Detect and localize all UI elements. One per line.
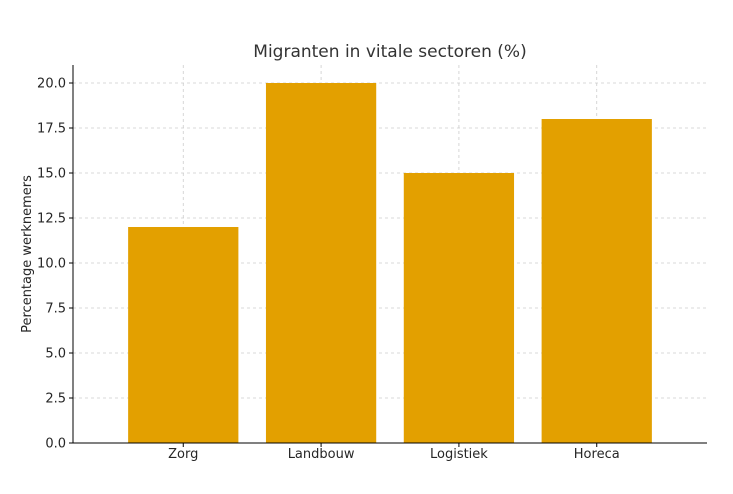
- y-tick-label: 5.0: [45, 347, 66, 362]
- bar-horeca: [541, 119, 652, 443]
- y-tick-label: 0.0: [45, 437, 66, 452]
- chart-title: Migranten in vitale sectoren (%): [253, 42, 526, 62]
- x-tick-label: Landbouw: [288, 447, 355, 462]
- y-ticks: 0.0 2.5 5.0 7.5 10.0 12.5 15.0 17.5 20.0: [37, 77, 73, 452]
- y-tick-label: 12.5: [37, 212, 66, 227]
- bars: [128, 83, 652, 443]
- y-tick-label: 15.0: [37, 167, 66, 182]
- x-tick-label: Horeca: [574, 447, 620, 462]
- bar-zorg: [128, 227, 239, 443]
- y-axis-label: Percentage werknemers: [20, 175, 35, 333]
- x-ticks: Zorg Landbouw Logistiek Horeca: [168, 443, 620, 462]
- x-tick-label: Zorg: [168, 447, 198, 462]
- y-tick-label: 20.0: [37, 77, 66, 92]
- bar-landbouw: [265, 83, 377, 443]
- y-tick-label: 10.0: [37, 257, 66, 272]
- bar-logistiek: [403, 173, 515, 443]
- y-tick-label: 2.5: [45, 392, 66, 407]
- y-tick-label: 7.5: [45, 302, 66, 317]
- y-tick-label: 17.5: [37, 122, 66, 137]
- x-tick-label: Logistiek: [430, 447, 488, 462]
